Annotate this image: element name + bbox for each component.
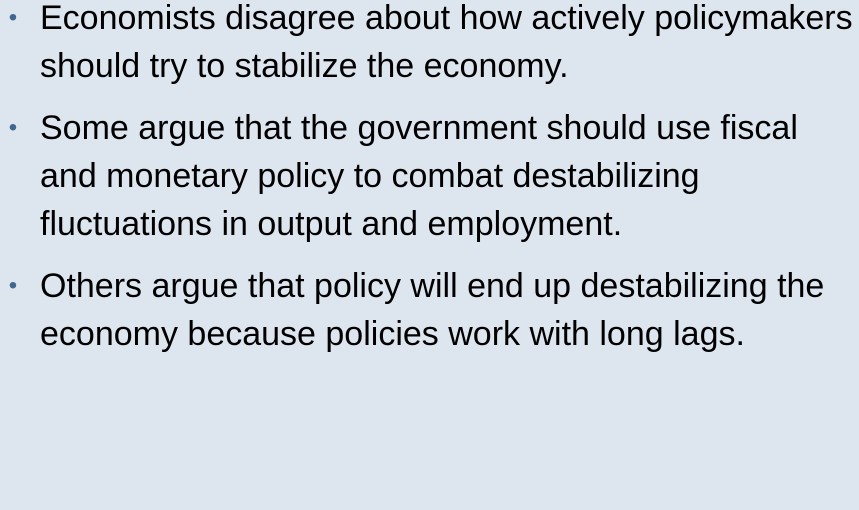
bullet-dot-icon: • xyxy=(8,4,18,31)
bullet-text-2: Some argue that the government should us… xyxy=(40,109,798,243)
bullet-item-3: • Others argue that policy will end up d… xyxy=(0,262,859,358)
bullet-dot-icon: • xyxy=(8,272,18,299)
bullet-list: • Economists disagree about how actively… xyxy=(0,0,859,358)
bullet-text-3: Others argue that policy will end up des… xyxy=(40,267,825,353)
bullet-dot-icon: • xyxy=(8,114,18,141)
bullet-item-2: • Some argue that the government should … xyxy=(0,104,859,248)
bullet-item-1: • Economists disagree about how actively… xyxy=(0,0,859,90)
bullet-text-1: Economists disagree about how actively p… xyxy=(40,0,853,85)
